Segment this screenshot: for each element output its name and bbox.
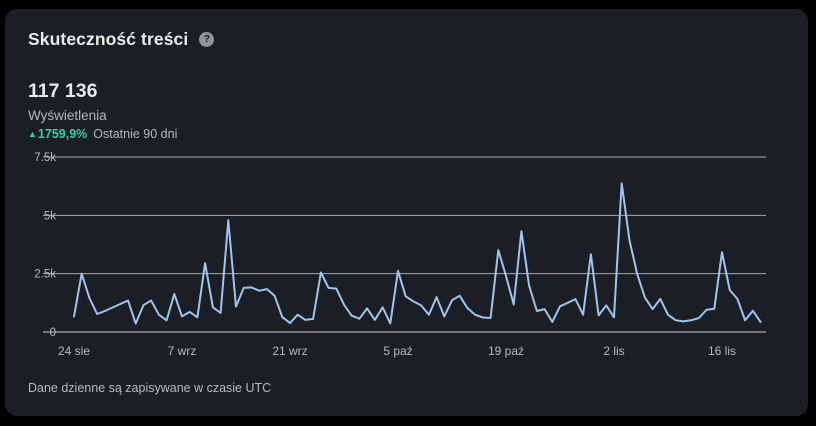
help-icon[interactable]: ? bbox=[199, 32, 215, 47]
metric-summary: 117 136 Wyświetlenia ▲ 1759,9% Ostatnie … bbox=[28, 80, 177, 141]
trend-up-icon: ▲ bbox=[28, 128, 37, 139]
page-title: Skuteczność treści bbox=[28, 29, 189, 49]
x-tick-label: 7 wrz bbox=[168, 344, 197, 358]
metric-value: 117 136 bbox=[28, 80, 98, 102]
x-tick-label: 24 sie bbox=[58, 344, 90, 358]
x-tick-label: 2 lis bbox=[603, 344, 624, 358]
y-tick-label: 2.5k bbox=[34, 269, 56, 281]
metric-delta-row: ▲ 1759,9% Ostatnie 90 dni bbox=[28, 127, 177, 141]
x-tick-label: 5 paź bbox=[383, 344, 412, 358]
series-line bbox=[73, 182, 762, 325]
x-tick-label: 21 wrz bbox=[272, 344, 307, 358]
delta-percentage: 1759,9% bbox=[37, 127, 88, 141]
x-tick-label: 19 paź bbox=[488, 344, 524, 358]
card-header: Skuteczność treści ? bbox=[28, 29, 215, 50]
y-tick-label: 5k bbox=[44, 210, 56, 222]
period-label: Ostatnie 90 dni bbox=[93, 127, 178, 141]
chart-canvas[interactable]: 7.5k 5k 2.5k 024 sie 7 wrz 21 wrz 5 paź 19 paź 2… bbox=[5, 9, 808, 416]
x-tick-label: 16 lis bbox=[708, 344, 736, 358]
metric-label: Wyświetlenia bbox=[28, 108, 107, 123]
y-tick-label: 7.5k bbox=[34, 152, 56, 164]
views-line-chart[interactable]: 7.5k 5k 2.5k 0 24 sie 7 wrz 21 wrz 5 paź 19 paź 2… bbox=[5, 9, 808, 416]
y-tick-label: 0 bbox=[50, 327, 56, 339]
footer-note: Dane dzienne są zapisywane w czasie UTC bbox=[28, 381, 272, 395]
content-performance-card: Skuteczność treści ? 117 136 Wyświetleni… bbox=[5, 9, 808, 416]
